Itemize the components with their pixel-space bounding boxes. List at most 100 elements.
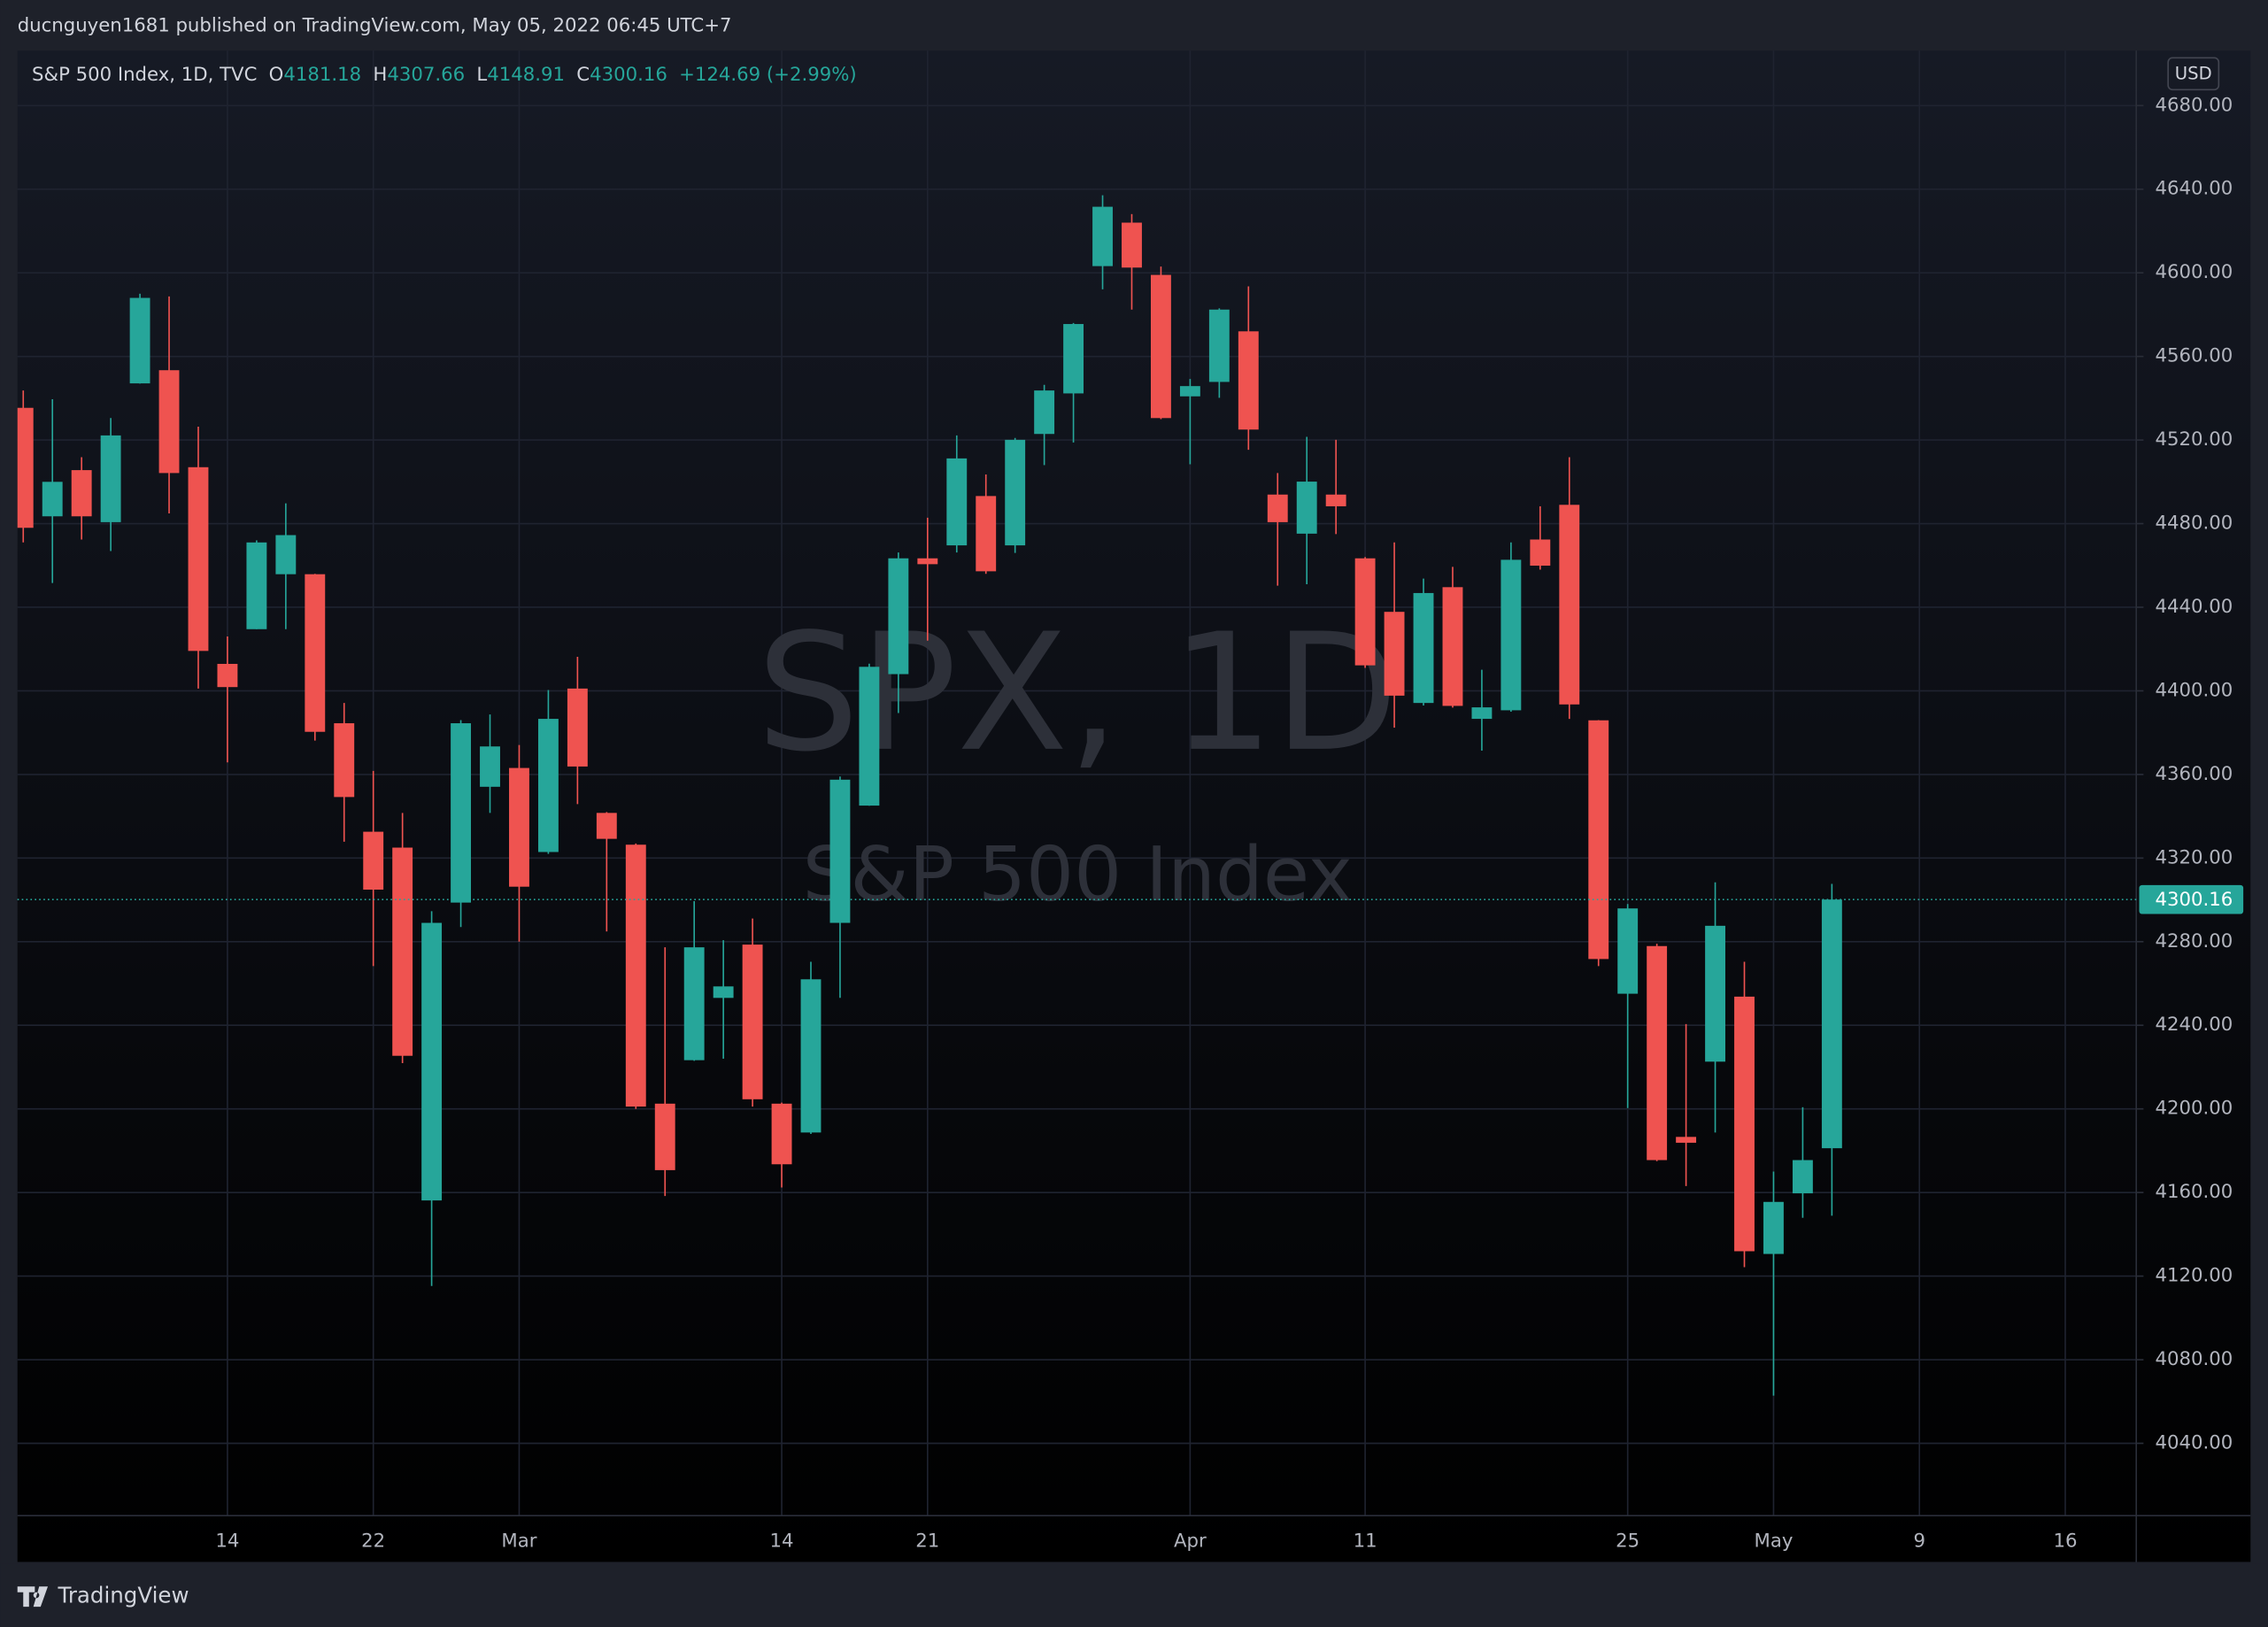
x-tick-label: 9: [1913, 1531, 1925, 1553]
x-tick-label: 16: [2053, 1531, 2077, 1553]
candle-body: [1384, 612, 1405, 696]
axes: 4040.00 4080.00 4120.00 4160.00 4200.00 4240.…: [17, 94, 2244, 1553]
legend-change: +124.69 (+2.99%): [679, 64, 857, 86]
candles: [17, 195, 1842, 1396]
candle-body: [246, 542, 267, 629]
legend-open: 4181.18: [283, 64, 361, 86]
candle-body: [158, 370, 180, 474]
candle-body: [946, 458, 968, 546]
candle-body: [334, 723, 355, 798]
last-price-label: 4300.16: [2155, 889, 2233, 911]
candle-body: [1296, 482, 1317, 534]
y-tick-label: 4040.00: [2155, 1431, 2233, 1454]
legend-l-key: L: [476, 64, 487, 86]
y-tick-label: 4360.00: [2155, 763, 2233, 785]
candle-body: [1763, 1201, 1784, 1254]
y-tick-label: 4160.00: [2155, 1181, 2233, 1203]
y-tick-label: 4400.00: [2155, 679, 2233, 701]
candle-body: [363, 831, 384, 890]
candle-body: [917, 558, 938, 565]
candle-body: [1267, 494, 1288, 522]
x-tick-label: 11: [1354, 1531, 1377, 1553]
candle-body: [1122, 222, 1142, 268]
candle-body: [1676, 1137, 1697, 1143]
last-price-tag: [2139, 884, 2244, 914]
currency-box[interactable]: [2167, 57, 2220, 91]
candle-body: [596, 813, 617, 839]
candle-body: [1034, 390, 1055, 435]
candle-body: [42, 482, 63, 517]
candle-body: [1354, 558, 1376, 666]
y-tick-label: 4080.00: [2155, 1348, 2233, 1370]
candle-body: [71, 470, 92, 517]
candle-body: [1821, 899, 1842, 1149]
watermark: SPX, 1D: [757, 599, 1399, 788]
candle-body: [654, 1103, 675, 1170]
candle-body: [1179, 386, 1200, 397]
y-tick-label: 4480.00: [2155, 513, 2233, 535]
candle-body: [1792, 1160, 1813, 1194]
legend-high: 4307.66: [387, 64, 465, 86]
candle-body: [1530, 539, 1551, 567]
legend-close: 4300.16: [590, 64, 667, 86]
candle-body: [800, 979, 822, 1133]
y-tick-label: 4240.00: [2155, 1014, 2233, 1036]
x-tick-label: 14: [215, 1531, 239, 1553]
chart-panel: [17, 50, 2251, 1562]
candle-body: [1705, 925, 1725, 1062]
y-tick-label: 4600.00: [2155, 261, 2233, 283]
candle-body: [1208, 309, 1230, 382]
candle-body: [1413, 592, 1434, 704]
y-tick-label: 4440.00: [2155, 596, 2233, 618]
candle-body: [129, 297, 150, 384]
candle-body: [976, 496, 997, 572]
footer: [0, 1563, 2268, 1627]
legend-c-key: C: [576, 64, 590, 86]
x-tick-label: May: [1755, 1531, 1794, 1553]
legend-title: S&P 500 Index, 1D, TVC: [32, 64, 257, 86]
candle-body: [1588, 720, 1609, 960]
y-tick-label: 4200.00: [2155, 1098, 2233, 1120]
x-tick-label: Apr: [1174, 1531, 1207, 1553]
candle-body: [17, 407, 34, 528]
x-tick-label: 14: [770, 1531, 794, 1553]
candle-body: [217, 663, 238, 688]
candle-body: [1471, 707, 1493, 720]
y-tick-label: 4680.00: [2155, 94, 2233, 116]
candle-body: [829, 779, 851, 923]
candle-body: [305, 574, 326, 732]
brand-logo: [17, 1586, 49, 1608]
candle-body: [1092, 206, 1113, 266]
candle-body: [625, 844, 646, 1107]
currency: USD: [2175, 64, 2212, 84]
x-tick-label: Mar: [501, 1531, 536, 1553]
legend-o-key: O: [269, 64, 284, 86]
brand[interactable]: TradingView: [57, 1583, 189, 1608]
candle-body: [567, 688, 588, 767]
candle-body: [1734, 996, 1755, 1252]
candle-body: [537, 719, 559, 852]
candle-body: [1500, 559, 1522, 711]
candle-body: [509, 767, 529, 887]
y-tick-label: 4320.00: [2155, 846, 2233, 868]
candle-body: [713, 986, 734, 999]
x-tick-label: 21: [915, 1531, 939, 1553]
candle-body: [859, 667, 880, 806]
candle-body: [1559, 505, 1580, 705]
candle-body: [275, 535, 297, 574]
candle-body: [1005, 439, 1026, 546]
candle-body: [421, 922, 443, 1201]
candle-body: [1647, 945, 1668, 1160]
candle-body: [1238, 331, 1259, 430]
candle-body: [188, 467, 209, 652]
candle-body: [742, 945, 763, 1099]
y-tick-label: 4520.00: [2155, 428, 2233, 451]
legend: S&P 500 Index, 1D, TVC O4181.18 H4307.66…: [32, 64, 857, 86]
candle-body: [771, 1103, 792, 1165]
publish-info: ducnguyen1681 published on TradingView.c…: [18, 14, 732, 36]
y-tick-label: 4560.00: [2155, 345, 2233, 367]
watermark-subtitle: S&P 500 Index: [803, 831, 1353, 919]
y-tick-label: 4280.00: [2155, 930, 2233, 952]
